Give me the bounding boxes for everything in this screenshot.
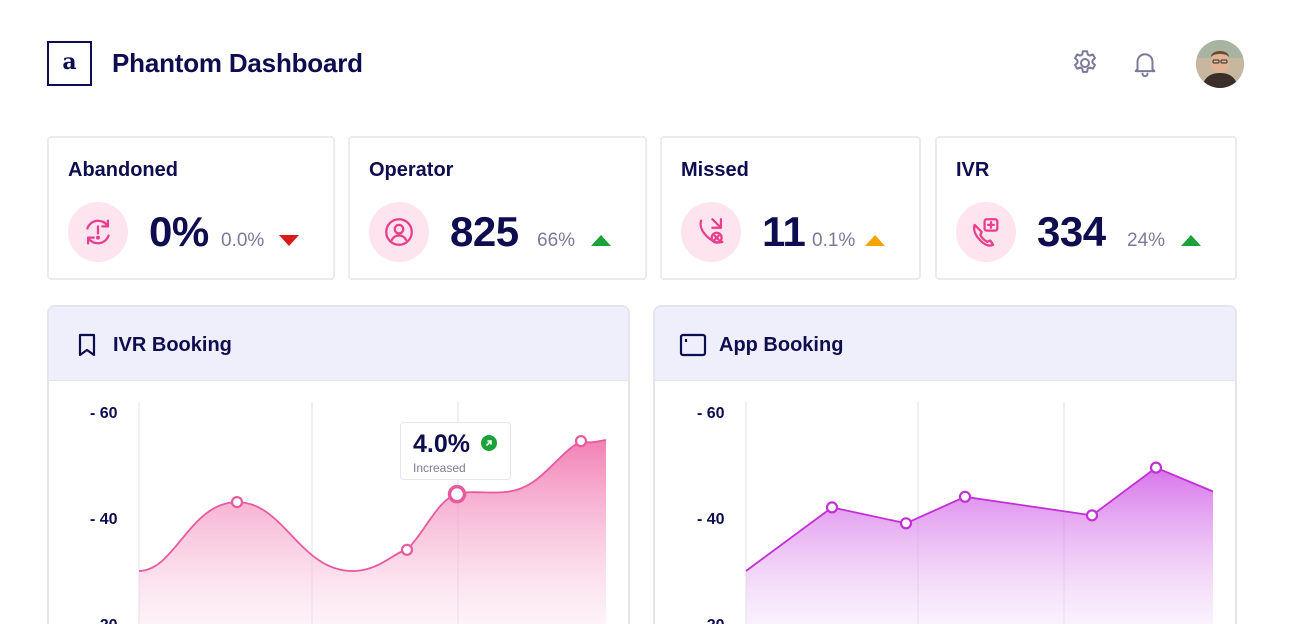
area-fill (746, 467, 1213, 624)
chart-tooltip: 4.0% Increased (400, 422, 511, 480)
y-tick-label: - 20 (90, 617, 118, 624)
stat-card-abandoned[interactable]: Abandoned 0% 0.0% (47, 136, 335, 280)
y-tick-label: - 60 (697, 405, 725, 422)
stat-percent: 0.0% (221, 230, 265, 251)
window-icon (679, 331, 707, 359)
ivr-icon (956, 202, 1016, 262)
series-points (230, 435, 588, 556)
stat-title: Operator (369, 159, 454, 181)
y-tick-label: - 60 (90, 405, 118, 422)
stat-value: 0% (149, 208, 209, 255)
data-point (400, 543, 414, 556)
stat-value: 334 (1037, 208, 1106, 255)
y-tick-label: - 20 (697, 617, 725, 624)
series-points (825, 461, 1163, 530)
trend-up-icon (865, 235, 885, 246)
y-tick-label: - 40 (697, 511, 725, 528)
panel-title: IVR Booking (113, 334, 232, 356)
avatar[interactable] (1196, 40, 1244, 88)
y-axis-ticks: - 60 - 40 - 20 (90, 405, 118, 624)
data-point (1149, 461, 1163, 474)
area-fill (139, 440, 606, 624)
stat-value: 825 (450, 208, 519, 255)
panel-header: IVR Booking (49, 307, 628, 381)
page-title: Phantom Dashboard (112, 48, 363, 78)
stat-percent: 66% (537, 230, 576, 251)
bookmark-icon (73, 331, 101, 359)
trend-down-icon (279, 235, 299, 246)
data-point (574, 435, 588, 448)
trend-up-icon (1181, 235, 1201, 246)
stat-card-operator[interactable]: Operator 825 66% (348, 136, 647, 280)
data-point (825, 501, 839, 514)
app-booking-chart: - 60 - 40 - 20 (697, 402, 1214, 624)
operator-icon (369, 202, 429, 262)
y-tick-label: - 40 (90, 511, 118, 528)
highlight-point (447, 484, 467, 504)
panel-title: App Booking (719, 334, 844, 356)
stat-title: Missed (681, 159, 749, 181)
bell-icon[interactable] (1128, 46, 1162, 80)
ivr-booking-chart: - 60 - 40 - 20 (90, 402, 607, 624)
stat-title: Abandoned (68, 159, 178, 181)
data-point (899, 517, 913, 530)
stat-title: IVR (956, 159, 990, 181)
timer-alert-icon (68, 202, 128, 262)
stat-card-missed[interactable]: Missed 11 0.1% (660, 136, 921, 280)
panel-header: App Booking (655, 307, 1235, 381)
data-point (958, 490, 972, 503)
logo-letter: a (62, 48, 77, 75)
missed-call-icon (681, 202, 741, 262)
tooltip-value: 4.0% (413, 430, 470, 458)
tooltip-label: Increased (413, 461, 466, 475)
data-point (1085, 509, 1099, 522)
arrow-up-right-icon (481, 435, 497, 451)
y-axis-ticks: - 60 - 40 - 20 (697, 405, 725, 624)
stat-percent: 0.1% (812, 230, 856, 251)
stat-card-ivr[interactable]: IVR 334 24% (935, 136, 1237, 280)
app-logo[interactable]: a (47, 41, 92, 86)
stat-value: 11 (762, 208, 806, 255)
gear-icon[interactable] (1068, 46, 1102, 80)
stat-percent: 24% (1127, 230, 1166, 251)
trend-up-icon (591, 235, 611, 246)
data-point (230, 496, 244, 509)
